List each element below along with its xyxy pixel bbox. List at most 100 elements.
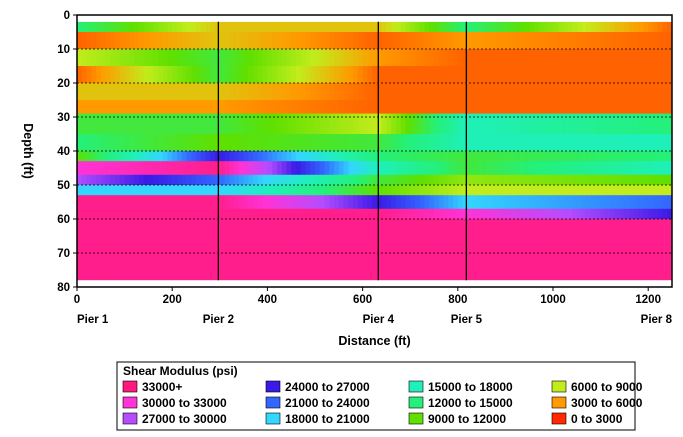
- heatmap-cell: [262, 66, 268, 84]
- heatmap-cell: [77, 83, 83, 101]
- heatmap-cell: [91, 151, 97, 162]
- heatmap-cell: [476, 134, 483, 152]
- heatmap-cell: [448, 21, 454, 33]
- heatmap-cell: [367, 219, 373, 281]
- heatmap-cell: [448, 83, 454, 101]
- heatmap-cell: [315, 219, 321, 281]
- heatmap-cell: [257, 161, 264, 176]
- heatmap-cell: [324, 185, 330, 196]
- heatmap-cell: [533, 195, 540, 210]
- heatmap-cell: [462, 151, 468, 162]
- heatmap-cell: [210, 134, 216, 152]
- heatmap-cell: [524, 66, 530, 84]
- heatmap-cell: [643, 185, 649, 196]
- heatmap-cell: [276, 134, 283, 152]
- heatmap-cell: [629, 151, 635, 162]
- heatmap-cell: [434, 185, 440, 196]
- heatmap-cell: [543, 49, 549, 67]
- heatmap-cell: [510, 100, 516, 115]
- heatmap-cell: [486, 161, 492, 176]
- heatmap-cell: [215, 219, 221, 281]
- heatmap-cell: [629, 100, 635, 115]
- heatmap-cell: [129, 21, 135, 33]
- heatmap-cell: [419, 185, 426, 196]
- heatmap-cell: [505, 113, 511, 135]
- heatmap-cell: [614, 66, 621, 84]
- heatmap-cell: [295, 113, 302, 135]
- heatmap-cell: [353, 21, 359, 33]
- heatmap-cell: [557, 21, 564, 33]
- legend-box: [116, 361, 636, 431]
- heatmap-cell: [295, 83, 302, 101]
- y-tick-label: 10: [57, 44, 70, 56]
- heatmap-cell: [110, 66, 116, 84]
- heatmap-cell: [591, 49, 597, 67]
- heatmap-cell: [505, 219, 511, 281]
- heatmap-cell: [648, 161, 654, 176]
- heatmap-cell: [557, 219, 564, 281]
- heatmap-cell: [172, 134, 178, 152]
- heatmap-cell: [514, 134, 521, 152]
- heatmap-cell: [434, 208, 440, 220]
- heatmap-cell: [96, 113, 102, 135]
- heatmap-cell: [172, 49, 178, 67]
- heatmap-cell: [419, 208, 426, 220]
- heatmap-cell: [219, 83, 226, 101]
- heatmap-cell: [562, 66, 568, 84]
- heatmap-cell: [286, 66, 292, 84]
- heatmap-cell: [562, 32, 568, 50]
- heatmap-cell: [262, 49, 268, 67]
- heatmap-cell: [605, 66, 611, 84]
- heatmap-cell: [667, 32, 672, 50]
- heatmap-cell: [386, 49, 392, 67]
- heatmap-cell: [115, 185, 121, 196]
- heatmap-cell: [610, 151, 616, 162]
- heatmap-cell: [172, 66, 178, 84]
- heatmap-cell: [348, 161, 354, 176]
- heatmap-cell: [81, 151, 88, 162]
- heatmap-cell: [576, 219, 583, 281]
- heatmap-cell: [295, 100, 302, 115]
- heatmap-cell: [77, 100, 83, 115]
- heatmap-cell: [529, 174, 535, 186]
- heatmap-cell: [500, 151, 506, 162]
- heatmap-cell: [281, 83, 288, 101]
- heatmap-cell: [357, 161, 364, 176]
- legend-swatch: [551, 380, 567, 393]
- heatmap-cell: [586, 134, 592, 152]
- heatmap-cell: [567, 219, 573, 281]
- heatmap-cell: [281, 185, 288, 196]
- heatmap-cell: [472, 21, 478, 33]
- heatmap-cell: [667, 21, 672, 33]
- heatmap-cell: [295, 208, 302, 220]
- heatmap-cell: [148, 32, 154, 50]
- heatmap-cell: [652, 185, 659, 196]
- heatmap-cell: [286, 134, 292, 152]
- heatmap-cell: [657, 195, 664, 210]
- heatmap-cell: [643, 174, 649, 186]
- heatmap-cell: [395, 185, 402, 196]
- heatmap-cell: [610, 134, 616, 152]
- heatmap-cell: [467, 66, 473, 84]
- heatmap-cell: [381, 208, 387, 220]
- heatmap-cell: [100, 32, 107, 50]
- heatmap-cell: [410, 21, 416, 33]
- heatmap-cell: [143, 185, 149, 196]
- heatmap-cell: [543, 66, 549, 84]
- heatmap-cell: [372, 174, 378, 186]
- heatmap-cell: [362, 161, 368, 176]
- heatmap-cell: [343, 161, 349, 176]
- heatmap-cell: [610, 49, 616, 67]
- heatmap-cell: [381, 185, 387, 196]
- heatmap-cell: [334, 49, 340, 67]
- heatmap-cell: [291, 113, 297, 135]
- heatmap-cell: [372, 134, 378, 152]
- heatmap-cell: [286, 185, 292, 196]
- heatmap-cell: [667, 113, 672, 135]
- heatmap-cell: [148, 185, 154, 196]
- heatmap-cell: [476, 49, 483, 67]
- heatmap-cell: [476, 185, 483, 196]
- legend-swatch: [122, 412, 138, 425]
- heatmap-cell: [495, 134, 502, 152]
